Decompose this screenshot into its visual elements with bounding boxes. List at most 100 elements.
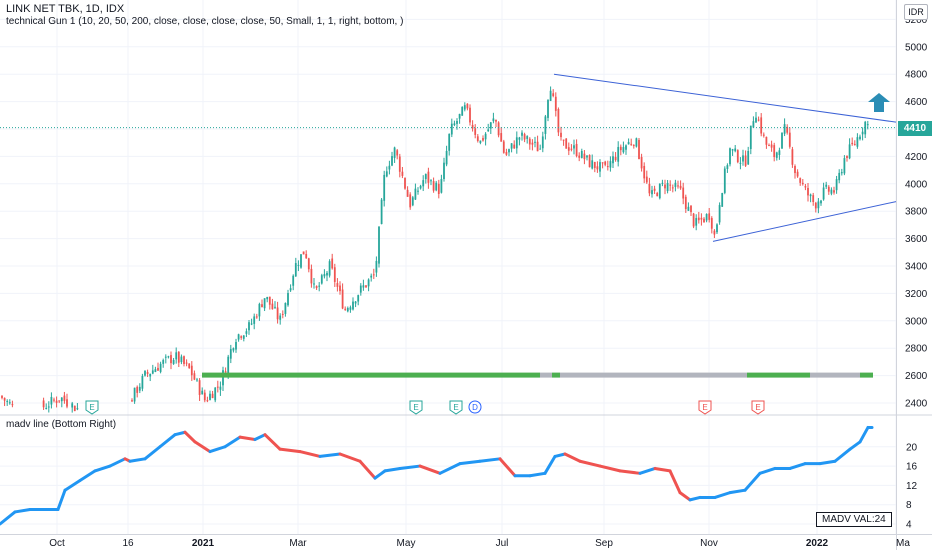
candle-body — [430, 180, 432, 182]
candle-body — [822, 187, 825, 200]
candle-body — [700, 217, 703, 220]
time-tick-label: 2021 — [192, 538, 215, 549]
candle-body — [643, 165, 646, 179]
event-marker-e[interactable]: E — [85, 400, 99, 415]
candle-body — [703, 218, 705, 223]
trendlines[interactable] — [553, 73, 897, 242]
candle-body — [227, 356, 230, 374]
event-marker-e[interactable]: E — [751, 400, 765, 415]
event-marker-e[interactable]: E — [698, 400, 712, 415]
signal-segment — [747, 372, 810, 378]
candle-body — [687, 206, 690, 211]
candle-body — [380, 199, 383, 225]
candle-body — [570, 148, 573, 150]
event-label: E — [89, 403, 94, 412]
madv-axis[interactable]: 4 8 12 16 20 — [906, 442, 918, 530]
candle-body — [73, 405, 76, 412]
madv-segment — [298, 450, 322, 458]
candle-body — [833, 190, 835, 193]
event-marker-e[interactable]: E — [409, 400, 423, 415]
candle-body — [276, 307, 279, 320]
madv-segment — [358, 459, 377, 480]
candle-body — [3, 397, 6, 401]
madv-segment — [0, 510, 17, 526]
candle-body — [783, 124, 786, 134]
madv-segment — [373, 469, 387, 480]
candle-body — [648, 183, 651, 194]
candle-body — [853, 143, 856, 145]
event-marker-d[interactable]: D — [468, 400, 482, 414]
signal-bar — [202, 372, 873, 378]
candle-body — [261, 304, 263, 308]
candle-body — [414, 188, 417, 200]
candle-body — [864, 121, 867, 135]
candle-body — [453, 123, 456, 126]
candle-body — [201, 390, 204, 395]
candle-body — [749, 125, 752, 150]
candle-body — [352, 301, 354, 310]
signal-segment — [810, 372, 860, 378]
madv-segment — [638, 466, 657, 475]
madv-segment — [858, 425, 870, 444]
candle-body — [786, 126, 789, 133]
candle-body — [378, 226, 380, 264]
candle-body — [619, 146, 622, 151]
candle-body — [505, 151, 508, 155]
madv-segment — [678, 491, 692, 502]
event-marker-e[interactable]: E — [449, 400, 463, 415]
candle-body — [411, 197, 414, 206]
madv-segment — [528, 471, 547, 478]
candle-body — [63, 395, 66, 401]
candle-body — [359, 285, 362, 293]
candle-body — [190, 365, 193, 376]
candle-body — [133, 387, 136, 402]
price-axis[interactable]: 2400 2600 2800 3000 3200 3400 3600 3800 4000 4200… — [905, 15, 928, 410]
madv-segment — [278, 447, 302, 454]
candle-body — [339, 285, 341, 292]
candle-body — [778, 150, 781, 155]
candle-body — [671, 187, 674, 189]
candle-body — [632, 145, 635, 147]
candle-body — [289, 288, 292, 291]
candle-body — [656, 192, 659, 197]
candle-body — [177, 351, 180, 363]
madv-line — [0, 425, 874, 526]
candle-body — [409, 194, 412, 208]
candle-body — [323, 274, 326, 277]
candle-body — [482, 138, 484, 141]
time-axis[interactable]: Oct 16 2021 Mar May Jul Sep Nov 2022 Ma — [49, 538, 910, 549]
candle-body — [417, 190, 419, 192]
candle-body — [586, 155, 588, 158]
candle-body — [435, 182, 438, 191]
candle-body — [144, 370, 146, 376]
currency-label[interactable]: IDR — [904, 4, 928, 20]
candle-body — [669, 184, 672, 186]
candle-body — [638, 139, 640, 160]
candle-body — [812, 195, 815, 202]
candle-body — [222, 370, 224, 386]
candle-body — [214, 387, 217, 401]
madv-segment — [668, 469, 682, 495]
indicator-label: technical Gun 1 (10, 20, 50, 200, close,… — [6, 16, 404, 27]
candle-body — [240, 336, 243, 338]
candle-body — [518, 137, 521, 140]
candle-body — [318, 285, 321, 287]
candle-body — [705, 213, 708, 221]
candle-body — [302, 251, 305, 255]
candle-body — [742, 155, 744, 162]
candle-body — [645, 176, 648, 183]
madv-segment — [713, 491, 732, 499]
candle-body — [552, 93, 555, 97]
time-tick-label: Jul — [496, 538, 509, 549]
madv-segment — [833, 447, 852, 463]
madv-segment — [183, 430, 197, 444]
candle-body — [547, 100, 549, 118]
candle-body — [799, 178, 802, 183]
price-tick-label: 3800 — [905, 207, 928, 218]
candle-body — [250, 323, 253, 325]
candle-body — [835, 179, 838, 191]
candle-body — [76, 408, 79, 410]
candle-body — [471, 124, 474, 129]
